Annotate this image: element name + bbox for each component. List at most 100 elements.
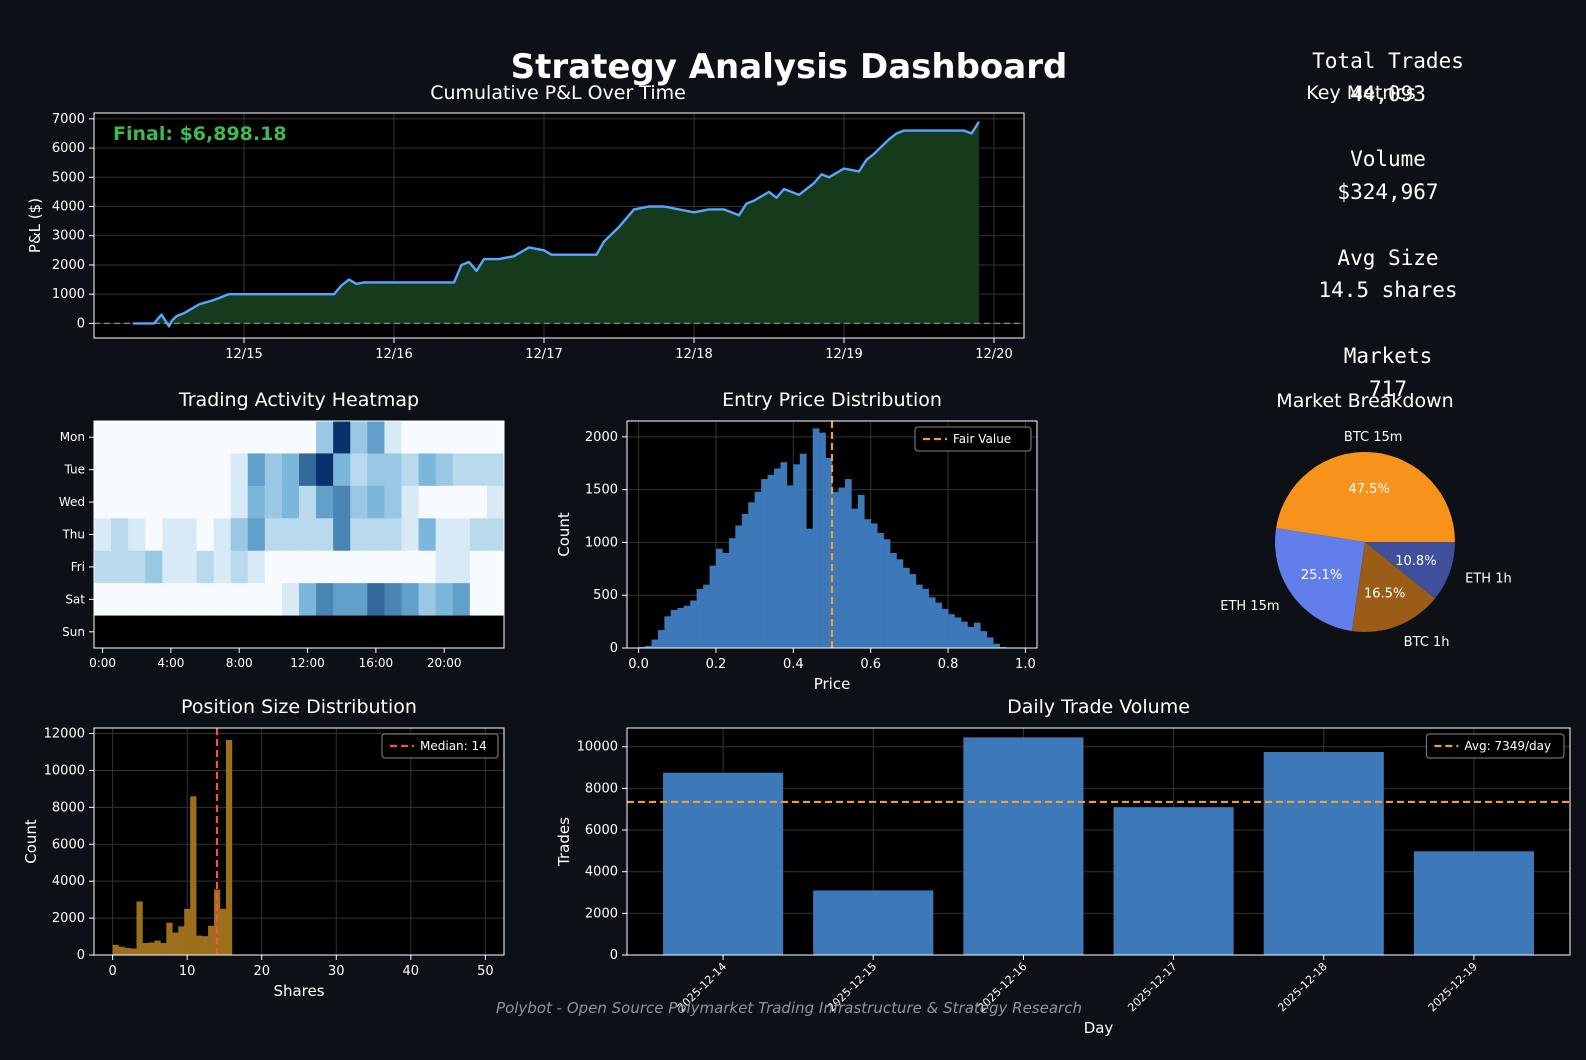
heatmap-cell: [145, 485, 163, 519]
heatmap-row-label: Tue: [64, 463, 86, 477]
entry-bar: [883, 539, 891, 648]
daily-axes-frame: [626, 727, 1571, 956]
heatmap-cell: [230, 485, 249, 519]
heatmap-row-label: Fri: [71, 560, 85, 574]
heatmap-cell: [230, 421, 249, 454]
entry-bar: [657, 630, 665, 648]
position-bar: [214, 889, 221, 955]
daily-y-axis-label: Trades: [555, 817, 573, 867]
pnl-x-tick-label: 12/18: [675, 347, 712, 362]
heatmap-cell: [469, 615, 488, 649]
heatmap-cell: [179, 518, 197, 552]
pie-percent-label: 16.5%: [1364, 586, 1405, 601]
heatmap-cell: [128, 518, 146, 552]
heatmap-row-label: Sat: [65, 592, 85, 606]
heatmap-cell: [196, 485, 215, 519]
heatmap-cell: [94, 453, 112, 487]
position-y-tick-label: 8000: [52, 800, 85, 815]
heatmap-cell: [486, 615, 505, 649]
daily-y-tick-label: 0: [610, 948, 618, 963]
heatmap-cell: [333, 485, 351, 519]
daily-bar: [663, 772, 784, 955]
heatmap-cell: [111, 518, 129, 552]
pnl-y-axis-label: P&L ($): [26, 198, 44, 253]
position-legend-box: [381, 733, 499, 759]
entry-bar: [960, 621, 968, 648]
entry-bar: [890, 552, 897, 648]
position-bar: [160, 943, 167, 955]
heatmap-cell: [281, 550, 300, 584]
entry-bar: [935, 602, 942, 648]
heatmap-cell: [469, 518, 488, 552]
heatmap-cell: [162, 453, 180, 487]
pnl-x-tick-label: 12/16: [375, 347, 412, 362]
heatmap-cell: [401, 615, 420, 649]
heatmap-cell: [418, 421, 437, 454]
entry-bar: [819, 432, 826, 648]
heatmap-cell: [247, 518, 266, 552]
heatmap-cell: [384, 421, 402, 454]
entry-bar: [941, 608, 949, 648]
heatmap-cell: [94, 518, 112, 552]
heatmap-cell: [94, 485, 112, 519]
heatmap-cell: [128, 485, 146, 519]
heatmap-cell: [128, 583, 146, 617]
heatmap-cell: [145, 615, 163, 649]
heatmap-col-label: 8:00: [226, 656, 253, 670]
entry-bar: [902, 567, 910, 648]
heatmap-col-label: 16:00: [359, 656, 394, 670]
metric-avg-size-value: 14.5 shares: [1318, 278, 1457, 302]
entry-bar: [877, 532, 884, 648]
heatmap-cell: [299, 583, 317, 617]
heatmap-cell: [316, 485, 334, 519]
dashboard-title: Strategy Analysis Dashboard: [511, 47, 1068, 87]
entry-bar: [928, 597, 936, 648]
position-bar: [148, 942, 155, 955]
heatmap-cell: [213, 518, 232, 552]
heatmap-cell: [435, 550, 454, 584]
position-y-tick-label: 10000: [44, 763, 85, 778]
heatmap-cell: [367, 615, 385, 649]
heatmap-cell: [333, 421, 351, 454]
entry-bar: [677, 607, 685, 648]
entry-bar: [896, 559, 904, 648]
heatmap-cell: [333, 615, 351, 649]
heatmap-cell: [247, 550, 266, 584]
entry-bar: [812, 428, 820, 648]
heatmap-cell: [111, 453, 129, 487]
heatmap-cell: [333, 583, 351, 617]
entry-bar: [728, 538, 736, 648]
heatmap-cell: [299, 453, 317, 487]
heatmap-cell: [435, 421, 454, 454]
position-bar: [208, 925, 215, 955]
position-bar: [166, 922, 173, 955]
heatmap-cell: [418, 485, 437, 519]
heatmap-cell: [333, 518, 351, 552]
heatmap-cell: [299, 518, 317, 552]
entry-bar: [986, 637, 994, 648]
heatmap-cell: [350, 550, 368, 584]
heatmap-cell: [435, 485, 454, 519]
heatmap-cell: [281, 518, 300, 552]
heatmap-cell: [367, 550, 385, 584]
heatmap-cell: [401, 550, 420, 584]
heatmap-cell: [162, 615, 180, 649]
position-bar: [219, 908, 227, 955]
pnl-x-tick-label: 12/19: [825, 347, 862, 362]
heatmap-cell: [213, 485, 232, 519]
position-bar: [202, 936, 209, 955]
entry-bar: [825, 457, 833, 648]
entry-bar: [651, 639, 659, 648]
heatmap-cell: [213, 453, 232, 487]
heatmap-cell: [486, 550, 505, 584]
heatmap-cell: [145, 550, 163, 584]
heatmap-cell: [435, 583, 454, 617]
heatmap-cell: [179, 453, 197, 487]
heatmap-cell: [350, 453, 368, 487]
entry-y-tick-label: 1500: [585, 483, 618, 498]
pie-slice: [1365, 542, 1455, 599]
entry-x-tick-label: 0.6: [860, 657, 881, 672]
pnl-title: Cumulative P&L Over Time: [430, 82, 686, 104]
entry-legend-label: Fair Value: [953, 432, 1011, 446]
position-bar: [225, 739, 233, 955]
